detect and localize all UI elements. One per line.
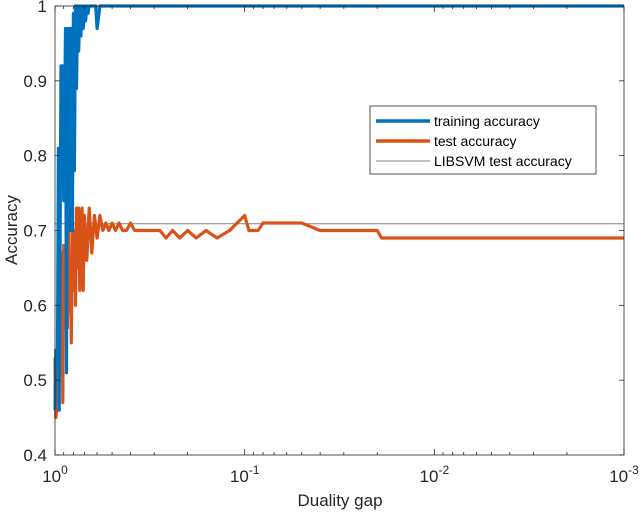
x-axis-label: Duality gap	[297, 491, 382, 510]
legend-label-libsvm: LIBSVM test accuracy	[434, 153, 572, 169]
y-tick-label: 0.4	[23, 446, 47, 465]
y-tick-label: 0.9	[23, 72, 47, 91]
tick-labels: 0.4 0.5 0.6 0.7 0.8 0.9 1 100 10-1 10-2 10-3	[23, 0, 639, 486]
x-tick-label: 10-2	[420, 463, 450, 486]
y-tick-label: 0.8	[23, 147, 47, 166]
series-layer	[53, 4, 624, 420]
x-tick-label: 10-1	[230, 463, 260, 486]
x-tick-label: 10-3	[609, 463, 639, 486]
legend: training accuracy test accuracy LIBSVM t…	[369, 105, 597, 175]
y-tick-label: 1	[38, 0, 47, 16]
axes	[54, 5, 625, 456]
series-test-accuracy	[53, 206, 624, 420]
y-tick-label: 0.7	[23, 222, 47, 241]
legend-label-test: test accuracy	[434, 133, 516, 149]
legend-label-training: training accuracy	[434, 113, 540, 129]
y-axis-label: Accuracy	[2, 195, 21, 265]
y-tick-label: 0.5	[23, 371, 47, 390]
x-tick-label: 100	[42, 463, 68, 486]
y-tick-label: 0.6	[23, 296, 47, 315]
series-training-accuracy	[53, 4, 624, 412]
